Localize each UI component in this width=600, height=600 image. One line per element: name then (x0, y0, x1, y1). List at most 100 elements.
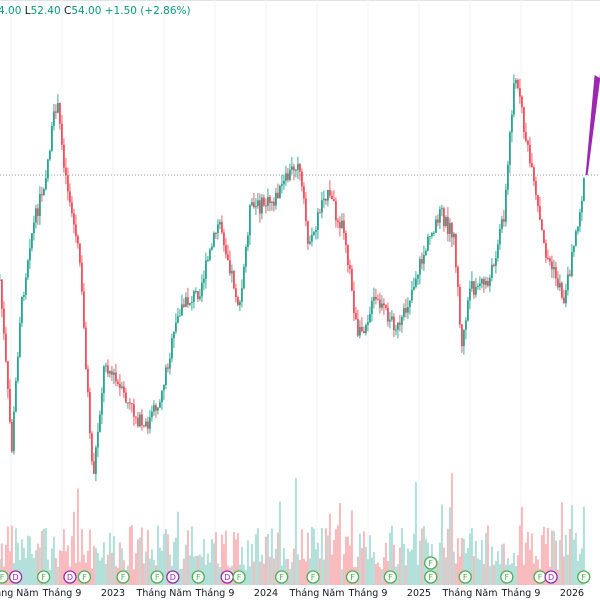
event-marker-label: F (121, 573, 126, 582)
candle-body (193, 291, 195, 302)
financials-event-marker (424, 556, 438, 570)
dividend-event-marker (544, 570, 558, 584)
volume-bar (286, 558, 289, 585)
volume-bar (334, 529, 337, 585)
candle-body (247, 235, 249, 248)
volume-bar (248, 566, 251, 585)
volume-bar (496, 551, 499, 585)
volume-bar (526, 532, 529, 585)
candle-body (335, 201, 337, 221)
volume-bar (342, 554, 345, 585)
candle-body (147, 421, 149, 429)
volume-bar (162, 534, 165, 585)
volume-bar (568, 528, 571, 585)
financials-event-marker (500, 570, 514, 584)
volume-bar (198, 554, 201, 585)
dividend-event-marker (63, 570, 77, 584)
event-marker-label: F (463, 573, 468, 582)
volume-bar (52, 536, 55, 585)
candle-body (255, 206, 257, 208)
volume-bar (350, 510, 353, 585)
candle-body (191, 301, 193, 303)
up-arrow-annotation (585, 73, 600, 175)
candle-body (115, 372, 117, 382)
candle-body (301, 171, 303, 187)
candle-body (431, 233, 433, 237)
event-marker-label: D (67, 573, 73, 582)
candle-body (175, 322, 177, 332)
candle-body (547, 257, 549, 259)
volume-bar (8, 551, 11, 585)
volume-bar (188, 555, 191, 585)
volume-bar (474, 540, 477, 585)
volume-bar (218, 567, 221, 585)
volume-bar (454, 563, 457, 585)
candle-body (5, 333, 7, 362)
volume-bar (50, 548, 53, 585)
volume-bar (582, 506, 585, 585)
volume-bar (552, 530, 555, 585)
candle-body (365, 324, 367, 334)
candle-body (273, 201, 275, 206)
volume-bar (80, 529, 83, 585)
candle-body (243, 266, 245, 289)
volume-bar (210, 539, 213, 585)
candle-body (13, 411, 15, 452)
volume-bar (142, 563, 145, 585)
volume-bar (72, 511, 75, 585)
volume-bar (498, 564, 501, 585)
candle-body (47, 159, 49, 179)
candle-body (19, 323, 21, 357)
candle-body (231, 271, 233, 274)
candle-body (359, 327, 361, 336)
candle-body (389, 319, 391, 322)
volume-bar (554, 540, 557, 585)
volume-bar (332, 539, 335, 585)
candle-body (171, 338, 173, 359)
candle-body (311, 234, 313, 242)
candle-body (289, 169, 291, 180)
candle-body (469, 288, 471, 301)
volume-bar (144, 551, 147, 585)
volume-bar (446, 528, 449, 585)
candle-body (189, 302, 191, 305)
candle-body (563, 297, 565, 304)
candle-body (543, 230, 545, 244)
candle-body (567, 274, 569, 291)
candle-body (93, 461, 95, 474)
candle-body (341, 220, 343, 228)
candle-body (259, 200, 261, 214)
volume-bar (64, 551, 67, 585)
volume-bar (182, 558, 185, 585)
candle-body (165, 367, 167, 385)
volume-bar (100, 557, 103, 585)
volume-bar (42, 528, 45, 585)
volume-bar (288, 568, 291, 585)
grid (10, 0, 573, 585)
event-marker-label: F (237, 573, 242, 582)
event-marker-label: F (0, 573, 5, 582)
candle-body (207, 259, 209, 261)
volume-bar (418, 540, 421, 585)
volume-bar (562, 556, 565, 585)
candle-body (221, 221, 223, 233)
candle-body (27, 260, 29, 278)
candle-body (371, 300, 373, 314)
volume-bar (572, 539, 575, 585)
volume-bar (278, 501, 281, 585)
candle-body (241, 288, 243, 302)
volume-bar (60, 551, 63, 585)
candle-body (149, 417, 151, 429)
candle-body (281, 184, 283, 186)
x-tick-label: Tháng 9 (195, 588, 235, 599)
candle-body (1, 279, 3, 309)
event-marker-label: F (350, 573, 355, 582)
candle-body (525, 131, 527, 141)
candle-body (507, 164, 509, 190)
volume-bar (478, 559, 481, 585)
volume-bar (442, 547, 445, 585)
candle-body (347, 245, 349, 266)
volume-bar (86, 550, 89, 585)
candle-body (435, 219, 437, 233)
